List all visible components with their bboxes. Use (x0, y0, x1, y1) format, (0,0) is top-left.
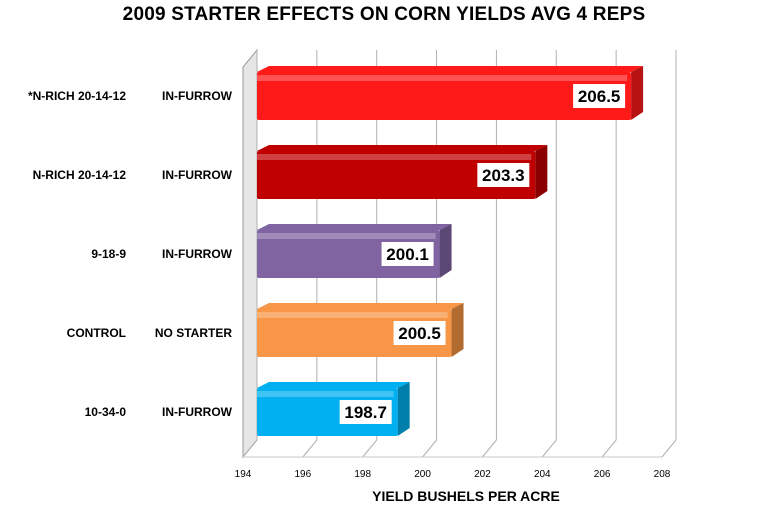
bar-top (257, 145, 548, 151)
label-layer: 194 196 198 200 202 204 206 208 206.5 *N-RICH 20-… (28, 84, 671, 480)
gridline-floor (422, 439, 437, 458)
data-label-box (393, 321, 446, 345)
chart-title: 2009 STARTER EFFECTS ON CORN YIELDS AVG … (122, 4, 646, 25)
data-label: 198.7 (344, 403, 387, 422)
bar-end (631, 66, 644, 120)
gridline-floor (362, 439, 378, 458)
x-tick-label: 202 (474, 469, 491, 480)
category-product-label: 9-18-9 (91, 247, 126, 261)
x-tick-label: 204 (534, 469, 551, 480)
x-tick-label: 194 (235, 469, 252, 480)
data-label: 200.5 (398, 324, 441, 343)
data-label: 203.3 (482, 166, 525, 185)
x-tick-label: 196 (295, 469, 312, 480)
bar (257, 151, 536, 199)
gridline-floor (482, 439, 497, 458)
gridline-floor (302, 439, 318, 458)
bar-highlight (257, 75, 628, 81)
bar-highlight (257, 391, 394, 397)
data-label-box (477, 163, 530, 187)
bar-end (397, 382, 410, 436)
bar-end (535, 145, 548, 199)
bar-top (257, 224, 452, 230)
category-placement-label: IN-FURROW (162, 247, 233, 261)
bar-top (257, 66, 644, 72)
x-tick-label: 198 (354, 469, 371, 480)
category-placement-label: IN-FURROW (162, 89, 233, 103)
data-label-box (573, 84, 626, 108)
category-placement-label: IN-FURROW (162, 405, 233, 419)
bar-highlight (257, 233, 436, 239)
bar-end (439, 224, 452, 278)
data-label-box (381, 242, 434, 266)
category-product-label: N-RICH 20-14-12 (33, 168, 127, 182)
gridline-floor (541, 439, 557, 458)
data-label: 200.1 (386, 245, 429, 264)
bar-end (451, 303, 464, 357)
category-product-label: 10-34-0 (85, 405, 127, 419)
gridline-floor (601, 439, 617, 458)
category-placement-label: IN-FURROW (162, 168, 233, 182)
x-tick-label: 200 (414, 469, 431, 480)
bar-highlight (257, 312, 448, 318)
data-label: 206.5 (578, 87, 621, 106)
x-tick-label: 208 (654, 469, 671, 480)
bar-top (257, 303, 464, 309)
bar-highlight (257, 154, 532, 160)
side-wall (242, 48, 258, 459)
bar-top (257, 382, 410, 388)
bar-layer (257, 66, 644, 436)
x-tick-label: 206 (594, 469, 611, 480)
category-product-label: CONTROL (67, 326, 126, 340)
data-label-box (339, 400, 392, 424)
gridline-floor (242, 439, 258, 458)
gridline-floor (661, 439, 677, 458)
category-placement-label: NO STARTER (155, 326, 232, 340)
category-product-label: *N-RICH 20-14-12 (28, 89, 126, 103)
x-axis-title: YIELD BUSHELS PER ACRE (372, 488, 560, 504)
bar (257, 72, 632, 120)
